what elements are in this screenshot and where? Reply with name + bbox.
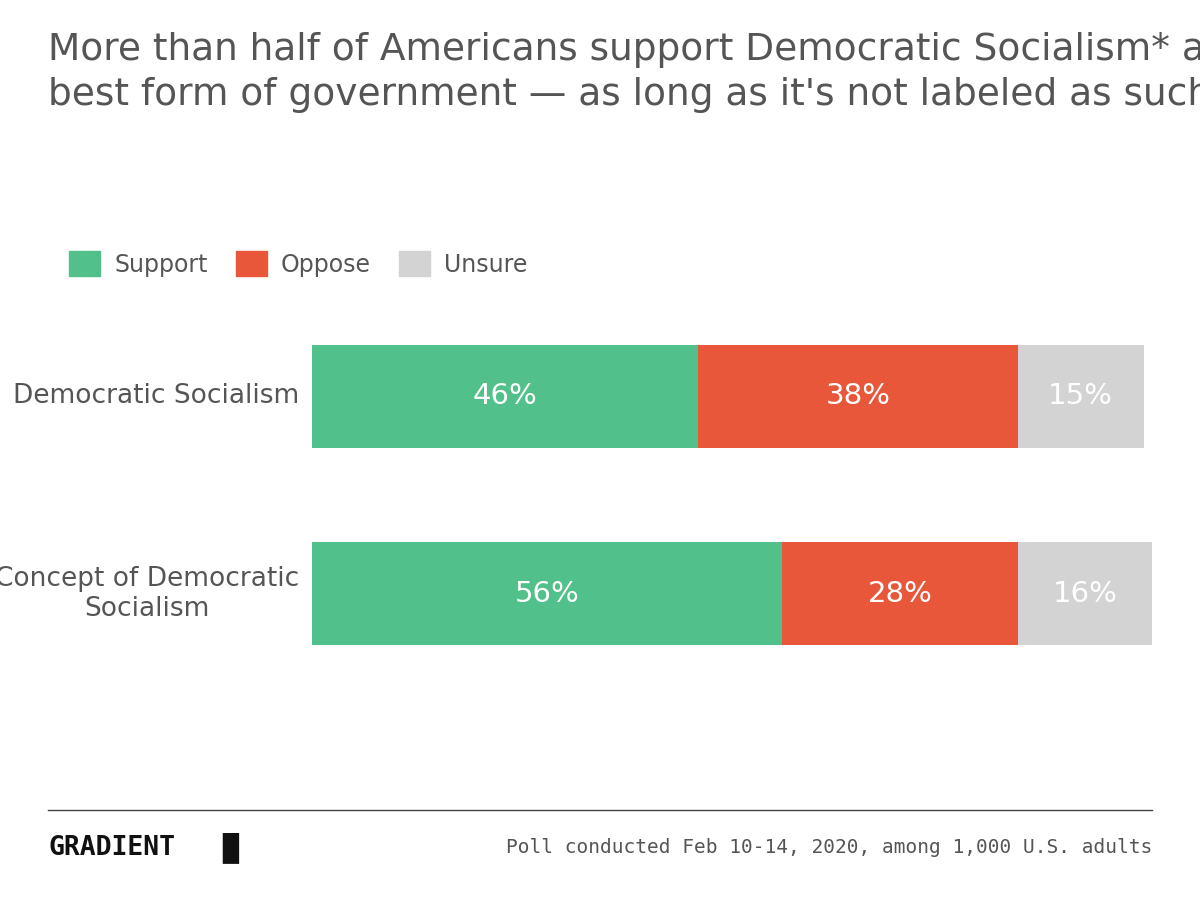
- Bar: [312, 543, 782, 644]
- Text: Democratic Socialism: Democratic Socialism: [13, 383, 300, 410]
- Bar: [312, 346, 698, 447]
- Text: More than half of Americans support Democratic Socialism* as the
best form of go: More than half of Americans support Demo…: [48, 32, 1200, 113]
- Text: 38%: 38%: [826, 382, 890, 410]
- Bar: [782, 543, 1018, 644]
- Text: Poll conducted Feb 10-14, 2020, among 1,000 U.S. adults: Poll conducted Feb 10-14, 2020, among 1,…: [505, 838, 1152, 858]
- Text: 28%: 28%: [868, 580, 932, 608]
- Bar: [698, 346, 1018, 447]
- Text: 16%: 16%: [1052, 580, 1117, 608]
- Legend: Support, Oppose, Unsure: Support, Oppose, Unsure: [60, 241, 536, 286]
- Text: 56%: 56%: [515, 580, 580, 608]
- Text: 46%: 46%: [473, 382, 538, 410]
- Text: GRADIENT: GRADIENT: [48, 835, 175, 860]
- Text: █: █: [222, 832, 238, 863]
- Text: 15%: 15%: [1048, 382, 1114, 410]
- Text: Concept of Democratic
Socialism: Concept of Democratic Socialism: [0, 565, 300, 622]
- Bar: [1018, 543, 1152, 644]
- Bar: [1018, 346, 1144, 447]
